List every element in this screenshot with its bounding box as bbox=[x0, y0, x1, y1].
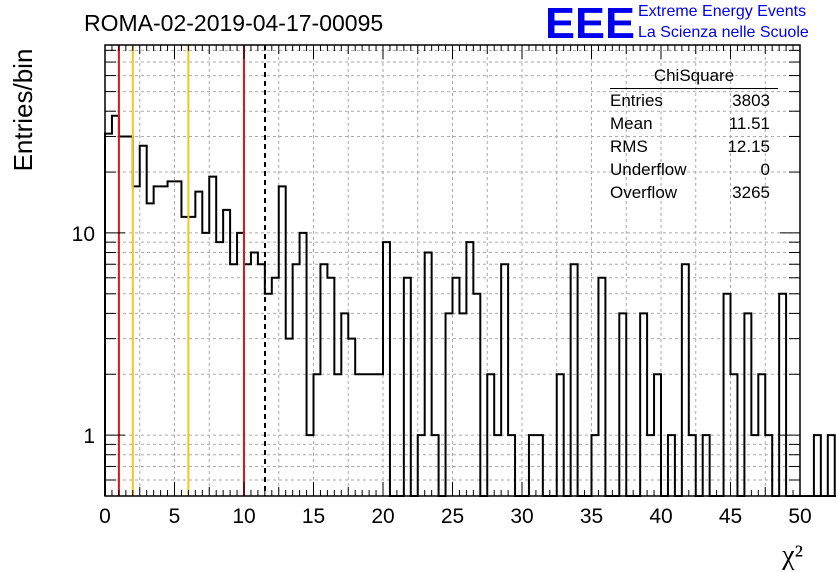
x-tick-label: 10 bbox=[232, 505, 255, 528]
stats-value: 12.15 bbox=[727, 137, 770, 156]
histogram-bin bbox=[119, 136, 126, 496]
stats-value: 11.51 bbox=[728, 114, 770, 133]
histogram-bin bbox=[112, 116, 119, 496]
x-tick-label: 45 bbox=[719, 505, 742, 528]
histogram-bin bbox=[105, 134, 112, 496]
histogram-bin bbox=[188, 217, 195, 496]
histogram-bin bbox=[404, 278, 411, 496]
y-tick-label: 10 bbox=[72, 223, 95, 246]
histogram-bin bbox=[682, 264, 689, 496]
histogram-bin bbox=[473, 294, 480, 496]
histogram-bin bbox=[293, 264, 300, 496]
histogram-bin bbox=[341, 313, 348, 496]
histogram-bin bbox=[383, 242, 390, 496]
histogram-bin bbox=[272, 278, 279, 496]
x-axis-label: χ² bbox=[781, 540, 803, 571]
x-tick-label: 50 bbox=[788, 505, 811, 528]
reference-lines bbox=[117, 45, 266, 496]
histogram-bin bbox=[779, 294, 786, 496]
histogram-bin bbox=[459, 313, 466, 496]
y-axis-label: Entries/bin bbox=[8, 49, 38, 172]
histogram-bin bbox=[453, 278, 460, 496]
x-tick-label: 25 bbox=[441, 505, 464, 528]
stats-box: ChiSquare Entries 3803 Mean 11.51 RMS 12… bbox=[610, 66, 778, 204]
stats-label: Mean bbox=[610, 114, 653, 133]
y-tick-label: 1 bbox=[83, 425, 95, 448]
stats-title: ChiSquare bbox=[610, 66, 778, 89]
stats-label: Overflow bbox=[610, 183, 678, 202]
histogram-bin bbox=[237, 233, 244, 496]
histogram-bin bbox=[348, 339, 355, 496]
x-tick-label: 40 bbox=[649, 505, 672, 528]
histogram-bin bbox=[446, 313, 453, 496]
logo-line-1: Extreme Energy Events bbox=[638, 3, 807, 20]
stats-value: 3265 bbox=[732, 183, 770, 202]
histogram-bin bbox=[147, 203, 154, 496]
x-tick-label: 0 bbox=[99, 505, 111, 528]
histogram-bin bbox=[140, 146, 147, 496]
axis-ticks bbox=[104, 45, 801, 496]
histogram-bin bbox=[744, 313, 751, 496]
histogram-bin bbox=[126, 136, 133, 496]
histogram-bin bbox=[258, 264, 265, 496]
stats-row-rms: RMS 12.15 bbox=[610, 135, 778, 158]
histogram-bin bbox=[619, 313, 626, 496]
histogram-bin bbox=[230, 264, 237, 496]
stats-label: Underflow bbox=[610, 160, 687, 179]
histogram-bin bbox=[320, 264, 327, 496]
histogram-bin bbox=[300, 233, 307, 496]
stats-label: RMS bbox=[610, 137, 648, 156]
histogram-bin bbox=[286, 339, 293, 496]
histogram-bin bbox=[466, 242, 473, 496]
stats-row-mean: Mean 11.51 bbox=[610, 112, 778, 135]
histogram-bin bbox=[571, 264, 578, 496]
stats-row-underflow: Underflow 0 bbox=[610, 158, 778, 181]
histogram-bin bbox=[327, 278, 334, 496]
logo-line-2: La Scienza nelle Scuole bbox=[638, 24, 809, 41]
histogram-bin bbox=[195, 192, 202, 496]
stats-row-overflow: Overflow 3265 bbox=[610, 181, 778, 204]
histogram-bin bbox=[640, 313, 647, 496]
x-tick-label: 20 bbox=[371, 505, 394, 528]
histogram-bin bbox=[209, 177, 216, 496]
eee-logo: EEE bbox=[545, 2, 635, 42]
x-tick-label: 5 bbox=[169, 505, 181, 528]
histogram-bin bbox=[828, 435, 835, 496]
stats-label: Entries bbox=[610, 91, 663, 110]
histogram-bin bbox=[501, 264, 508, 496]
chart-title: ROMA-02-2019-04-17-00095 bbox=[84, 10, 384, 36]
histogram-bin bbox=[244, 264, 251, 496]
x-tick-label: 30 bbox=[510, 505, 533, 528]
histogram-bin bbox=[216, 242, 223, 496]
histogram-bin bbox=[202, 233, 209, 496]
y-tick-labels: 1 10 bbox=[72, 223, 95, 448]
stats-value: 0 bbox=[760, 160, 770, 179]
stats-value: 3803 bbox=[732, 91, 770, 110]
histogram-bin bbox=[814, 435, 821, 496]
histogram-bin bbox=[724, 294, 731, 496]
x-tick-label: 35 bbox=[580, 505, 603, 528]
x-tick-labels: 0 5 10 15 20 25 30 35 40 45 50 bbox=[99, 505, 812, 528]
stats-row-entries: Entries 3803 bbox=[610, 89, 778, 112]
histogram-bin bbox=[598, 278, 605, 496]
logo-mark: EEE bbox=[545, 2, 635, 42]
x-tick-label: 15 bbox=[302, 505, 325, 528]
histogram-bin bbox=[181, 217, 188, 496]
